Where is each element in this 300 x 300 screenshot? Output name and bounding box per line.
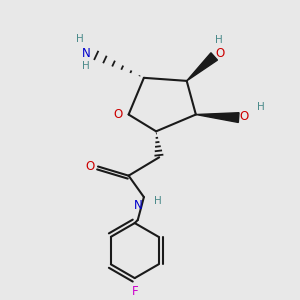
Text: N: N [82, 47, 90, 60]
Text: H: H [257, 102, 265, 112]
Text: O: O [85, 160, 94, 173]
Text: F: F [131, 285, 138, 298]
Text: O: O [215, 47, 224, 60]
Text: H: H [154, 196, 161, 206]
Text: O: O [240, 110, 249, 124]
Polygon shape [196, 113, 239, 122]
Text: H: H [215, 34, 223, 45]
Text: H: H [76, 34, 83, 44]
Polygon shape [187, 53, 218, 81]
Text: N: N [134, 199, 142, 212]
Text: H: H [82, 61, 90, 70]
Text: O: O [114, 108, 123, 121]
